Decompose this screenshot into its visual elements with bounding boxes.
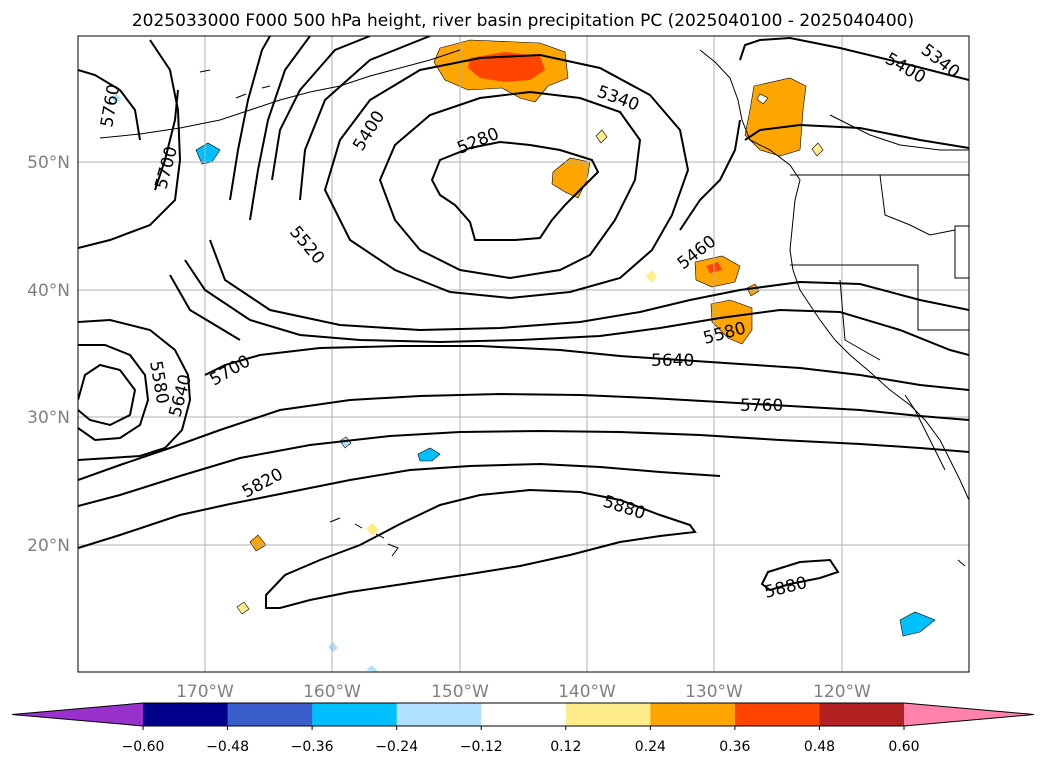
colorbar-segment xyxy=(481,703,567,726)
precipitation-shading xyxy=(111,39,936,672)
lon-tick-label: 120°W xyxy=(813,682,871,702)
colorbar-segment xyxy=(819,703,905,726)
precip-patch xyxy=(756,93,769,105)
map-title: 2025033000 F000 500 hPa height, river ba… xyxy=(132,11,914,31)
lon-tick-label: 160°W xyxy=(303,682,361,702)
precip-patch xyxy=(417,447,441,462)
lon-tick-label: 130°W xyxy=(685,682,743,702)
colorbar-extend-high xyxy=(904,703,1034,726)
precip-patch xyxy=(551,157,591,199)
lat-tick-label: 50°N xyxy=(27,153,70,173)
colorbar-tick-label: −0.48 xyxy=(206,739,249,755)
contour-5400 xyxy=(323,53,690,300)
latitude-labels: 50°N 40°N 30°N 20°N xyxy=(27,153,70,556)
precip-patch xyxy=(595,129,608,144)
colorbar-tick-label: 0.60 xyxy=(888,739,919,755)
colorbar-tick-label: 0.48 xyxy=(804,739,835,755)
contour-5880-main xyxy=(265,488,697,609)
map-background xyxy=(78,36,969,672)
colorbar-tick-label: 0.24 xyxy=(635,739,666,755)
colorbar-tick-label: −0.12 xyxy=(460,739,503,755)
precip-patch xyxy=(366,665,378,672)
contour-5880-east xyxy=(760,558,840,592)
precip-patch xyxy=(744,77,807,157)
map-frame xyxy=(77,35,970,673)
map-area: 5760 5700 5400 5280 5340 5340 5400 5520 … xyxy=(78,36,969,672)
lon-tick-label: 140°W xyxy=(558,682,616,702)
lat-tick-label: 30°N xyxy=(27,408,70,428)
lat-tick-label: 40°N xyxy=(27,281,70,301)
precip-patch xyxy=(646,270,657,283)
colorbar-segment xyxy=(650,703,736,726)
precip-patch xyxy=(366,523,379,536)
contour-label: 5760 xyxy=(740,396,783,416)
precip-patch xyxy=(111,93,121,104)
precip-patch xyxy=(694,255,741,288)
colorbar-tick-label: −0.36 xyxy=(291,739,334,755)
colorbar-segment xyxy=(312,703,398,726)
colorbar-tick-label: −0.60 xyxy=(122,739,165,755)
colorbar-tick-label: 0.12 xyxy=(550,739,581,755)
lat-tick-label: 20°N xyxy=(27,536,70,556)
colorbar-segment xyxy=(143,703,229,726)
lon-tick-label: 170°W xyxy=(176,682,234,702)
colorbar-tick-label: 0.36 xyxy=(719,739,750,755)
precip-patch xyxy=(236,601,250,615)
colorbar-segment xyxy=(227,703,313,726)
precip-patch xyxy=(710,299,753,345)
precip-patch xyxy=(328,642,338,652)
contour-5280 xyxy=(430,140,600,241)
contour-label: 5640 xyxy=(651,351,694,371)
colorbar-segment xyxy=(565,703,651,726)
height-contours xyxy=(78,36,969,609)
colorbar-segment xyxy=(396,703,482,726)
contour-5340 xyxy=(378,90,642,280)
colorbar: −0.60 −0.48 −0.36 −0.24 −0.12 0.12 0.24 0.36 0.4… xyxy=(11,702,1035,755)
lon-tick-label: 150°W xyxy=(431,682,489,702)
longitude-labels: 170°W 160°W 150°W 140°W 130°W 120°W xyxy=(176,682,871,702)
colorbar-segment xyxy=(734,703,820,726)
precip-patch xyxy=(899,611,936,637)
colorbar-extend-low xyxy=(12,703,143,726)
precip-patch xyxy=(468,52,545,82)
precip-patch xyxy=(811,142,824,157)
graticule xyxy=(78,36,969,672)
colorbar-tick-label: −0.24 xyxy=(375,739,418,755)
